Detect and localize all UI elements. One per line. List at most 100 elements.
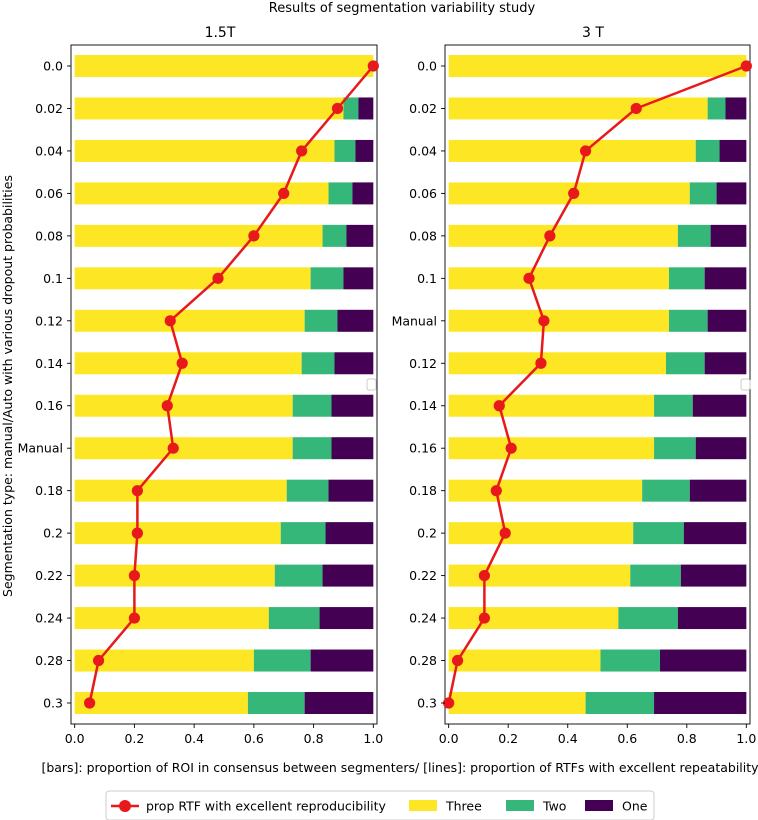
legend-swatch-three: [409, 800, 437, 811]
legend: prop RTF with excellent reproducibility …: [105, 790, 655, 820]
line-point-3T-10: [490, 485, 502, 497]
line-point-1-5T-0: [367, 60, 379, 72]
y-axis-label: Segmentation type: manual/Auto with vari…: [0, 175, 15, 597]
bar-two-1-5T-15: [247, 692, 305, 714]
bar-one-1-5T-6: [337, 309, 374, 332]
y-tick-label-1-5T-2: 0.04: [35, 143, 63, 158]
y-tick-label-1-5T-0: 0.0: [43, 59, 63, 74]
bar-one-1-5T-4: [346, 224, 374, 247]
y-tick-label-3T-15: 0.3: [417, 696, 437, 711]
bar-two-1-5T-12: [274, 564, 323, 587]
bar-two-3T-15: [585, 692, 655, 714]
bar-two-1-5T-10: [286, 479, 329, 502]
line-point-3T-6: [538, 315, 550, 327]
line-point-1-5T-4: [248, 230, 260, 242]
bar-three-3T-4: [448, 224, 678, 247]
y-tick-label-1-5T-8: 0.16: [35, 398, 63, 413]
panel-title-1-5T: 1.5T: [205, 25, 236, 41]
x-tick-label-1-5T-4: 0.8: [304, 731, 324, 746]
bar-three-1-5T-12: [74, 564, 275, 587]
bar-one-3T-13: [677, 607, 747, 630]
y-tick-label-1-5T-4: 0.08: [35, 228, 63, 243]
line-point-3T-4: [544, 230, 556, 242]
bar-two-1-5T-2: [334, 139, 356, 162]
figure-suptitle: Results of segmentation variability stud…: [269, 1, 536, 16]
bar-two-1-5T-3: [328, 182, 353, 205]
line-point-3T-14: [451, 654, 464, 667]
line-point-1-5T-7: [176, 357, 188, 369]
bar-one-1-5T-14: [310, 649, 374, 672]
x-tick-label-1-5T-3: 0.6: [244, 731, 264, 746]
bar-three-1-5T-1: [74, 97, 344, 120]
bar-three-3T-10: [448, 479, 643, 502]
y-tick-label-3T-10: 0.18: [409, 483, 437, 498]
bar-two-1-5T-4: [322, 224, 347, 247]
line-point-1-5T-6: [164, 315, 176, 327]
y-tick-label-3T-8: 0.14: [409, 398, 437, 413]
bar-one-3T-9: [695, 437, 747, 460]
y-tick-label-1-5T-13: 0.24: [35, 611, 63, 626]
legend-line-marker: [119, 800, 131, 812]
bar-two-1-5T-7: [301, 352, 335, 375]
bar-two-1-5T-9: [292, 437, 332, 460]
line-point-1-5T-1: [331, 102, 344, 115]
line-point-1-5T-14: [92, 654, 105, 667]
bar-two-1-5T-8: [292, 394, 332, 417]
bar-one-1-5T-3: [352, 182, 374, 205]
bar-three-1-5T-8: [74, 394, 293, 417]
bar-two-3T-11: [633, 522, 684, 545]
bar-three-1-5T-7: [74, 352, 302, 375]
bar-one-3T-12: [680, 564, 747, 587]
x-tick-label-1-5T-2: 0.4: [184, 731, 204, 746]
axes-frame-1-5T: [70, 44, 378, 725]
bar-one-3T-14: [660, 649, 747, 672]
bar-three-1-5T-3: [74, 182, 329, 205]
bar-two-3T-10: [642, 479, 690, 502]
legend-line-label: prop RTF with excellent reproducibility: [146, 799, 387, 814]
bar-one-3T-2: [719, 139, 747, 162]
bar-three-3T-0: [448, 55, 747, 77]
line-point-3T-2: [579, 145, 592, 157]
bar-one-1-5T-10: [328, 479, 374, 502]
bar-three-3T-9: [448, 437, 655, 460]
bar-one-1-5T-5: [343, 267, 374, 290]
bar-three-1-5T-15: [74, 692, 248, 714]
bar-three-3T-8: [448, 394, 655, 417]
bar-one-1-5T-7: [334, 352, 374, 375]
bar-two-3T-4: [677, 224, 711, 247]
bar-two-1-5T-13: [268, 607, 320, 630]
x-tick-label-3T-4: 0.8: [677, 731, 697, 746]
y-tick-label-3T-11: 0.2: [417, 526, 437, 541]
bar-three-3T-7: [448, 352, 666, 375]
bar-three-3T-13: [448, 607, 619, 630]
legend-label-three: Three: [445, 799, 482, 814]
legend-swatch-one: [585, 800, 613, 811]
x-axis-label: [bars]: proportion of ROI in consensus b…: [41, 760, 758, 775]
x-tick-label-3T-0: 0.0: [439, 731, 459, 746]
bar-one-3T-1: [725, 97, 747, 120]
bar-one-1-5T-2: [355, 139, 374, 162]
bar-one-3T-5: [704, 267, 747, 290]
bar-one-3T-10: [689, 479, 747, 502]
line-point-1-5T-15: [84, 697, 96, 709]
bar-three-3T-12: [448, 564, 631, 587]
line-point-3T-8: [493, 400, 505, 412]
bar-two-3T-14: [600, 649, 661, 672]
line-point-3T-15: [443, 697, 455, 709]
panel-1-5T: 1.5T 0.0 0.02 0.04 0.06 0.08 0.1 0.12 0.14 0.16 M…: [18, 25, 384, 746]
line-series-1-5T: [88, 65, 375, 704]
y-tick-label-3T-12: 0.22: [409, 568, 437, 583]
legend-frame: [105, 790, 655, 820]
x-tick-label-3T-2: 0.4: [558, 731, 578, 746]
bar-three-1-5T-5: [74, 267, 311, 290]
bar-two-3T-8: [654, 394, 693, 417]
bar-one-3T-6: [707, 309, 747, 332]
y-tick-label-3T-14: 0.28: [409, 653, 437, 668]
bar-two-3T-5: [668, 267, 705, 290]
panel-3T: 3 T 0.0 0.02 0.04 0.06 0.08 0.1 Manual 0.12 0.14…: [392, 25, 757, 746]
bar-two-3T-6: [668, 309, 708, 332]
legend-label-two: Two: [542, 799, 566, 814]
bar-three-3T-2: [448, 139, 696, 162]
y-tick-label-3T-13: 0.24: [409, 611, 437, 626]
bar-one-1-5T-12: [322, 564, 374, 587]
